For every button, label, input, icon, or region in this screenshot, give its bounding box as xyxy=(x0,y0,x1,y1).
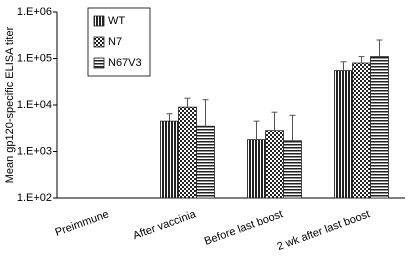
y-tick-label: 1.E+04 xyxy=(17,99,52,111)
x-tick-label: Before last boost xyxy=(203,208,285,248)
y-tick-label: 1.E+05 xyxy=(17,52,52,64)
x-tick-label: After vaccinia xyxy=(131,208,198,242)
legend-swatch xyxy=(93,57,105,69)
bar xyxy=(334,70,353,199)
legend-swatch xyxy=(93,36,105,48)
legend-label: N67V3 xyxy=(108,57,142,69)
x-tick-label: Preimmune xyxy=(54,208,111,239)
bar xyxy=(247,139,266,199)
y-tick-label: 1.E+06 xyxy=(17,6,52,18)
bar xyxy=(196,125,215,199)
bar xyxy=(352,62,371,199)
bar xyxy=(370,56,389,199)
legend-swatch xyxy=(93,15,105,27)
legend-label: WT xyxy=(108,15,125,27)
bar xyxy=(283,140,302,199)
bar xyxy=(178,106,197,199)
bar xyxy=(160,120,179,199)
bar xyxy=(265,130,284,199)
x-tick-label: 2 wk after last boost xyxy=(275,208,371,253)
y-tick-label: 1.E+02 xyxy=(17,192,52,204)
legend-label: N7 xyxy=(108,36,122,48)
y-tick-label: 1.E+03 xyxy=(17,145,52,157)
y-axis-title: Mean gp120-specific ELISA titer xyxy=(4,26,16,183)
